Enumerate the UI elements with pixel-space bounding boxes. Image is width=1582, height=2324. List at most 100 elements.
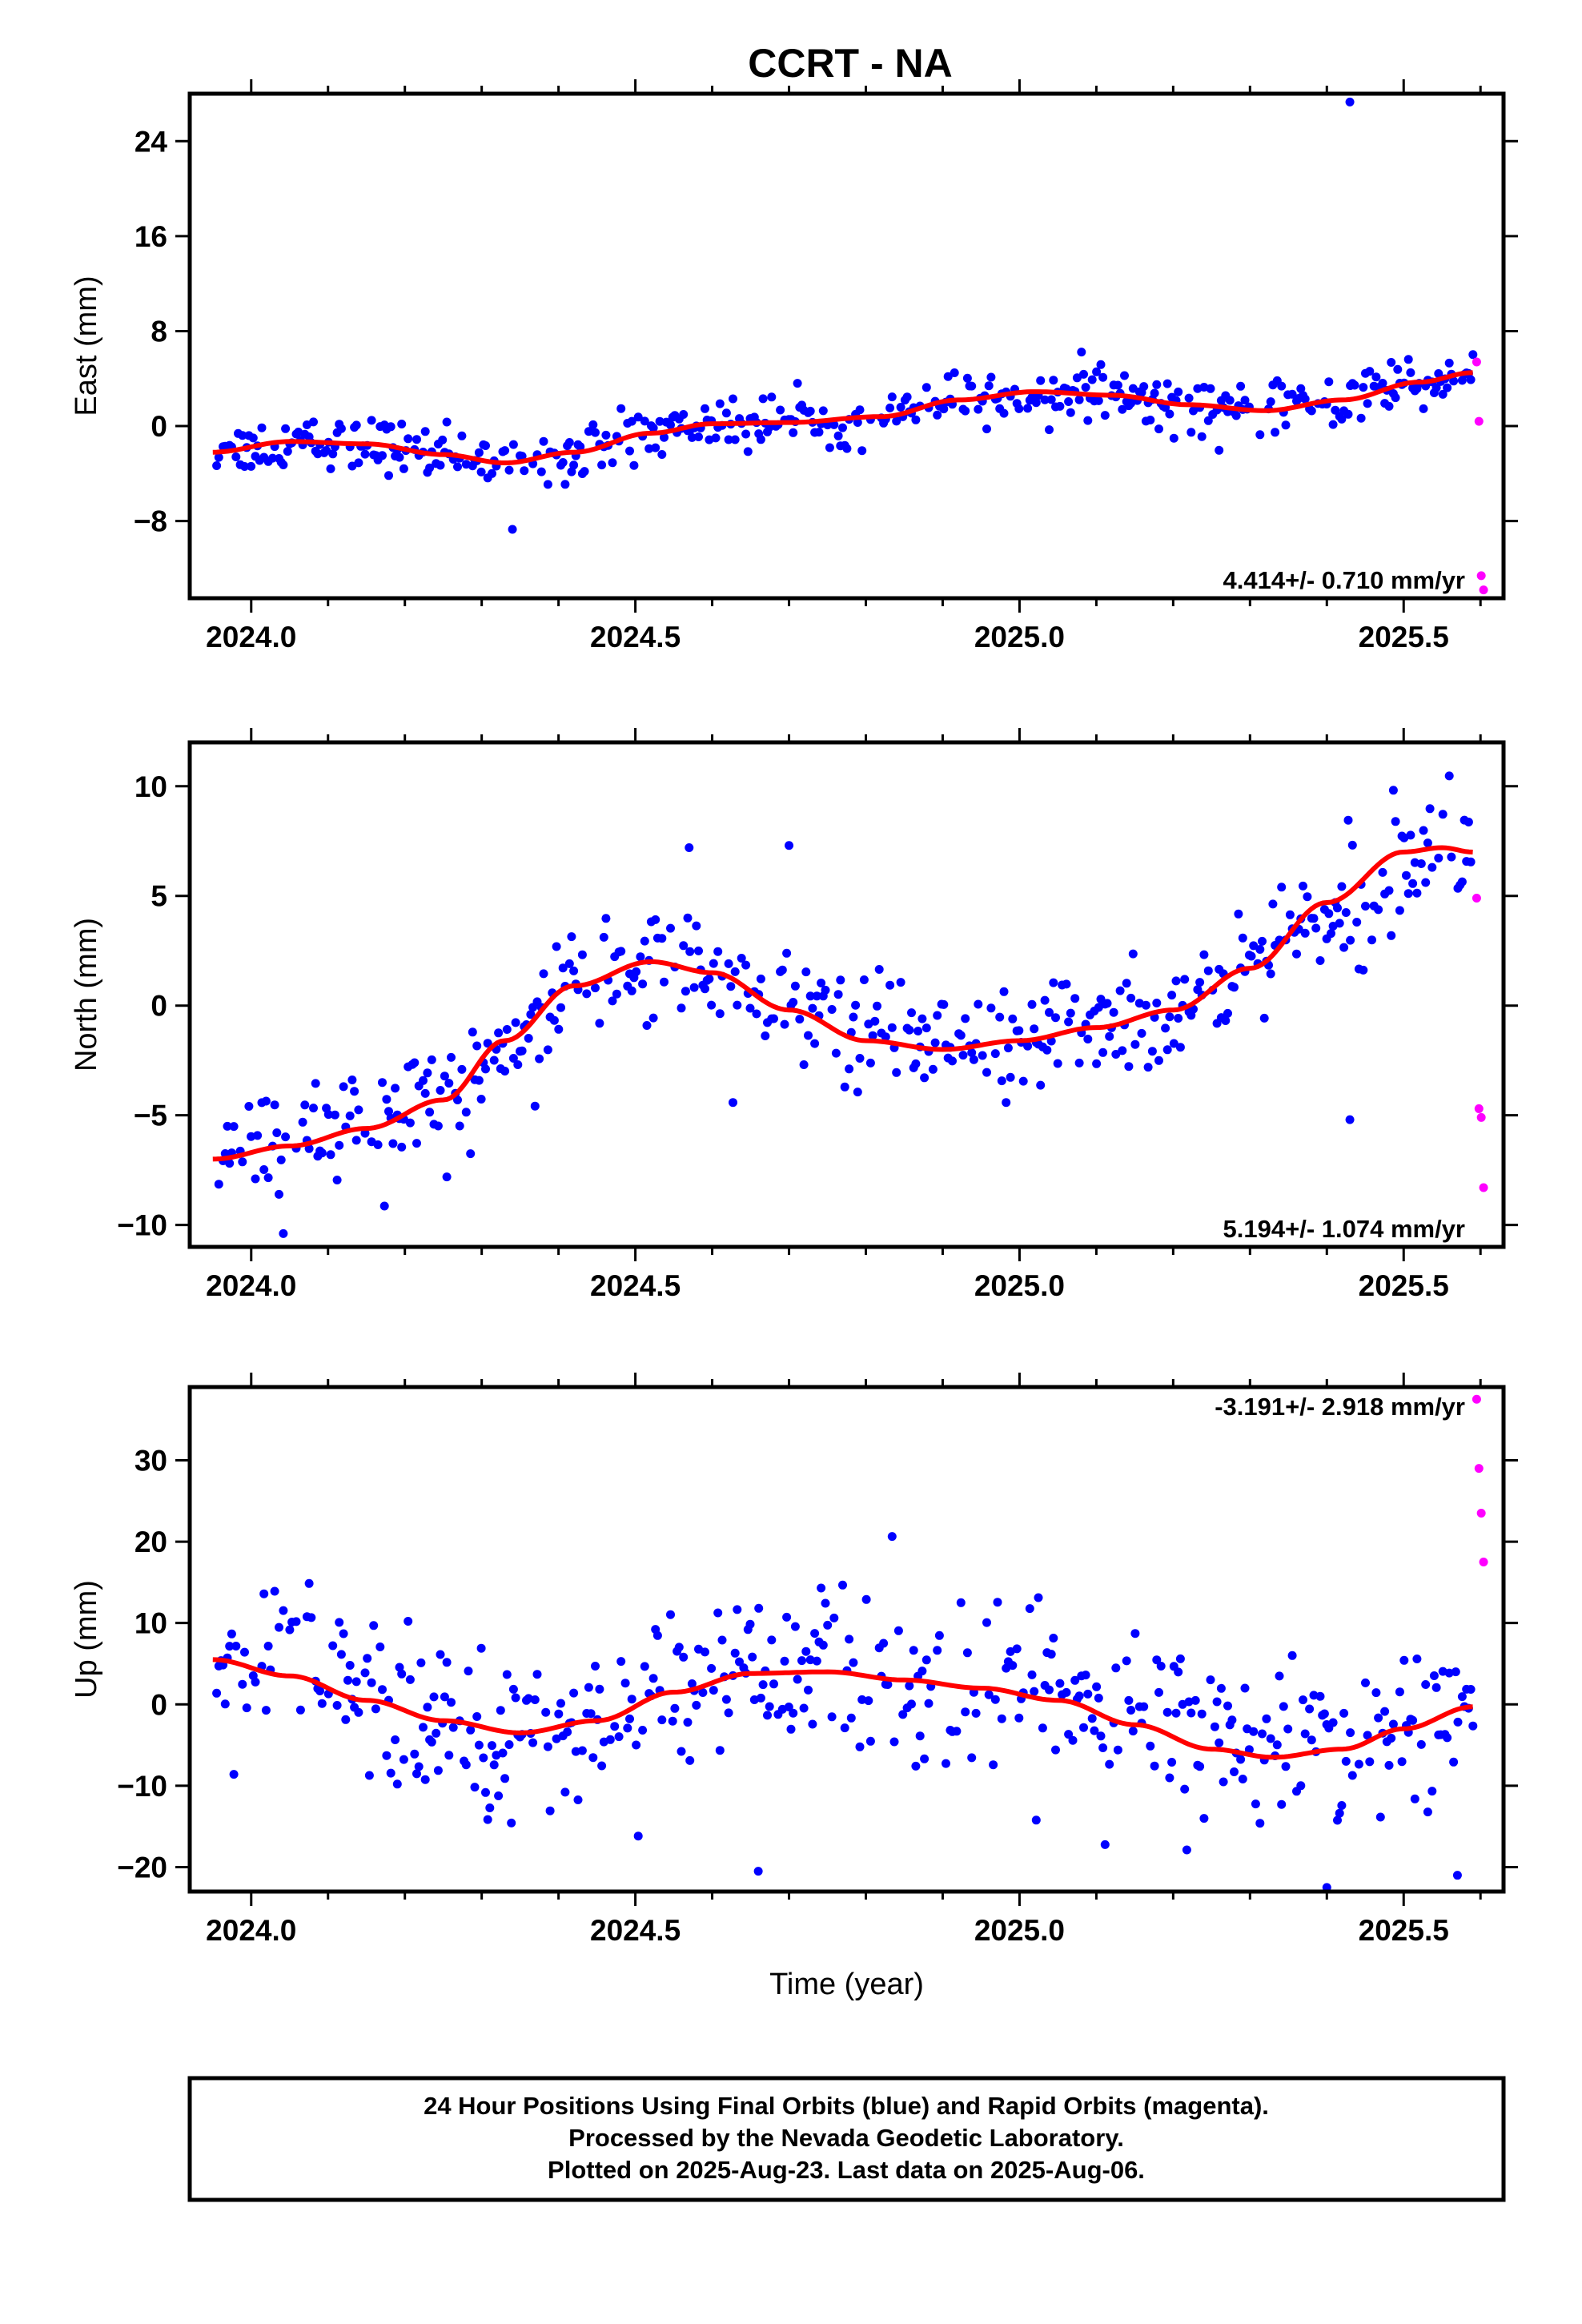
data-point [660,432,669,442]
data-point [1174,387,1183,396]
data-point [384,471,393,480]
data-point [543,1742,552,1751]
y-tick-label: −8 [134,505,167,538]
data-point [420,427,430,436]
data-point [990,1049,1000,1059]
data-point [268,453,277,463]
x-tick-label: 2024.5 [590,1269,681,1302]
data-point [1375,1812,1385,1822]
data-point [1074,1691,1084,1701]
data-point [971,1708,981,1718]
data-point [810,1629,820,1638]
data-point [1468,350,1478,360]
data-point [259,1589,269,1598]
data-point [638,1726,648,1735]
up-frame [187,1385,1506,1894]
data-point [263,1173,273,1183]
data-point [1216,1683,1226,1693]
data-point [317,1699,327,1708]
data-point [1040,995,1050,1005]
data-point [721,408,731,418]
east-y-axis-label: East (mm) [70,275,103,416]
data-point [795,1015,805,1024]
data-point [283,447,292,456]
data-point [577,950,587,959]
data-point [829,1613,839,1622]
data-point [539,436,548,446]
data-point [1049,1634,1058,1642]
data-point [625,1714,634,1723]
data-point [1359,965,1368,975]
data-point [849,1658,858,1667]
data-point [733,1000,742,1010]
data-point [378,1685,387,1695]
data-point [392,1779,402,1789]
data-point [563,1727,572,1737]
data-point [1327,929,1335,939]
data-point [958,1051,968,1060]
data-point [666,420,675,430]
data-point [1397,1757,1407,1767]
data-point [1466,1685,1476,1694]
data-point [416,1658,426,1667]
data-point [311,1079,320,1088]
data-point [679,941,689,951]
data-point [1150,388,1159,398]
x-tick-label: 2024.0 [206,1914,296,1947]
x-tick-label: 2025.5 [1359,1914,1449,1947]
data-point [386,1768,396,1778]
data-point [967,381,977,391]
data-point [614,1732,624,1742]
data-point [1380,1707,1390,1716]
data-point [1083,416,1093,425]
data-point [984,1690,994,1699]
data-point [636,952,645,962]
data-point [386,422,396,432]
data-point [1070,1675,1080,1685]
footer-line-3: Plotted on 2025-Aug-23. Last data on 202… [548,2156,1145,2184]
data-point [339,1082,348,1092]
y-tick-label: 16 [135,220,167,253]
data-point [1062,979,1071,989]
data-point [483,1815,492,1824]
data-point [1098,372,1108,382]
data-point [474,1076,484,1085]
data-point [1352,918,1362,927]
up-rate-label: -3.191+/- 2.918 mm/yr [1215,1393,1465,1421]
data-point [285,1625,295,1634]
data-point [423,1068,432,1078]
data-point [687,432,697,442]
data-point [629,460,639,470]
data-point [541,1707,551,1717]
data-point [827,1712,837,1722]
data-point [1162,379,1172,388]
data-point [651,443,661,452]
rapid-point [1476,571,1486,581]
data-point [1412,888,1422,898]
data-point [1122,979,1131,988]
data-point [873,1001,881,1011]
data-point [905,1025,914,1035]
data-point [1423,1807,1432,1817]
data-point [1219,1777,1228,1787]
up-panel: 2024.0 2024.5 2025.0 2025.5 30 20 10 0 −10 −20 Up … [70,1373,1518,2001]
data-point [942,1759,950,1768]
data-point [1335,919,1344,928]
data-point [831,1048,841,1058]
data-point [1092,367,1102,376]
data-point [395,452,404,462]
data-point [436,1650,445,1659]
data-point [640,416,649,426]
data-point [1113,1745,1122,1755]
data-point [924,1699,934,1708]
data-point [1038,1723,1047,1733]
data-point [212,461,222,470]
data-point [883,1680,893,1689]
data-point [1066,1008,1075,1018]
data-point [1087,1714,1097,1723]
data-point [436,460,445,470]
chart-title: CCRT - NA [748,41,953,86]
data-point [496,1706,505,1715]
data-point [360,449,370,459]
data-point [1384,401,1394,411]
